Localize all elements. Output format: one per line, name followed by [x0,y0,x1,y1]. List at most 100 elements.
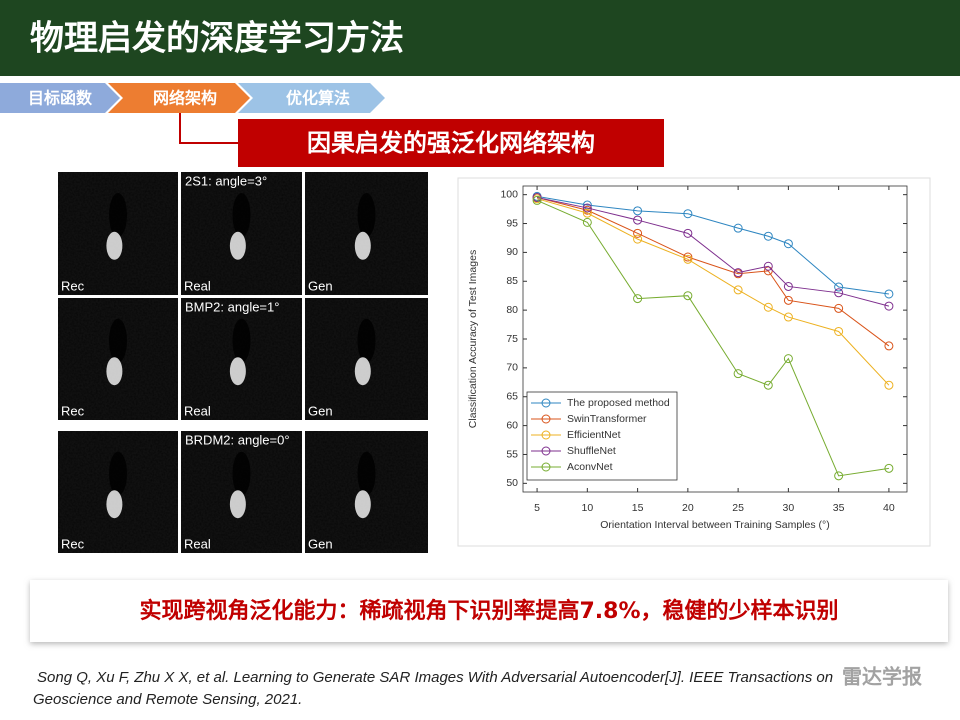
data-point [582,203,592,213]
sar-shadow [232,451,251,496]
data-point [763,231,773,241]
data-point [783,281,793,291]
legend-marker [541,414,551,424]
conclusion: 实现跨视角泛化能力：稀疏视角下识别率提高7.8%，稳健的少样本识别 [139,598,838,624]
legend-marker [541,446,551,456]
sar-column-label: Rec [61,403,85,418]
data-point [683,228,693,238]
data-point [884,380,894,390]
x-tick-label: 30 [783,502,795,514]
data-point [532,193,542,203]
data-point [884,301,894,311]
sar-column-label: Rec [61,278,85,293]
y-tick-label: 90 [506,246,518,258]
series-line [536,197,890,307]
legend-marker [541,398,551,408]
data-point [834,326,844,336]
sar-shadow [109,318,127,363]
citation: Song Q, Xu F, Zhu X X, et al. Learning t… [37,669,833,686]
data-point [783,354,793,364]
data-point [633,234,643,244]
sar-row-label: 2S1: angle=3° [185,173,267,188]
watermark: 雷达学报 [842,665,922,689]
sar-shadow [232,193,251,238]
x-tick-label: 40 [883,502,895,514]
y-tick-label: 80 [506,304,518,316]
data-point [763,261,773,271]
data-point [733,223,743,233]
data-point [582,205,592,215]
header-bar [0,0,960,76]
sar-row-label: BRDM2: angle=0° [185,432,290,447]
x-tick-label: 10 [581,502,593,514]
legend-label: ShuffleNet [567,445,616,457]
series-line [536,195,889,295]
series-line [536,199,889,477]
y-tick-label: 75 [506,333,518,345]
data-point [733,369,743,379]
data-point [633,228,643,238]
step-label: 目标函数 [28,89,93,108]
data-point [582,208,592,218]
data-point [783,295,793,305]
y-tick-label: 70 [506,362,518,374]
sar-target [229,231,246,260]
legend-marker [541,430,551,440]
legend-label: EfficientNet [567,429,621,441]
sar-column-label: Real [184,403,211,418]
data-point [633,215,643,225]
subtitle: 因果启发的强泛化网络架构 [307,129,595,157]
data-point [683,252,693,262]
series-line [536,198,890,386]
step-shape [238,83,385,113]
data-point [834,471,844,481]
y-axis-label: Classification Accuracy of Test Images [467,250,479,428]
y-tick-label: 50 [506,477,518,489]
sar-shadow [109,451,127,496]
sar-column-label: Rec [61,536,85,551]
data-point [783,312,793,322]
y-tick-label: 60 [506,419,518,431]
data-point [633,206,643,216]
sar-column-label: Gen [308,536,333,551]
data-point [532,195,542,205]
data-point [884,463,894,473]
data-point [834,282,844,292]
sar-target [354,231,371,260]
x-axis-label: Orientation Interval between Training Sa… [600,519,829,531]
data-point [884,289,894,299]
sar-column-label: Real [184,536,211,551]
legend-label: AconvNet [567,461,613,473]
x-tick-label: 15 [632,502,644,514]
sar-shadow [232,318,251,363]
data-point [834,303,844,313]
subtitle-box [238,119,664,167]
data-point [733,268,743,278]
sar-target [106,231,123,260]
x-tick-label: 5 [534,502,540,514]
step-shape [108,83,250,113]
citation: Geoscience and Remote Sensing, 2021. [33,691,302,708]
sar-column-label: Gen [308,278,333,293]
series-line [536,197,890,347]
x-tick-label: 25 [732,502,744,514]
sar-shadow [357,451,376,496]
data-point [733,285,743,295]
sar-column-label: Real [184,278,211,293]
sar-shadow [357,318,376,363]
sar-column-label: Gen [308,403,333,418]
legend-label: The proposed method [567,397,670,409]
conclusion-box [30,580,948,642]
x-tick-label: 35 [833,502,845,514]
step-shape [0,83,120,113]
data-point [633,294,643,304]
y-tick-label: 100 [500,188,518,200]
data-point [683,209,693,219]
x-tick-label: 20 [682,502,694,514]
chart: 50 55 60 65 70 75 80 85 90 95 100 5 10 15 20 25 30 35 40 Or… [467,185,908,531]
data-point [884,341,894,351]
sar-shadow [109,193,127,238]
legend-marker [541,462,551,472]
sar-grid: Rec Real Gen 2S1: angle=3° Rec Real Gen BMP2: a… [58,172,428,553]
sar-target [229,490,246,519]
